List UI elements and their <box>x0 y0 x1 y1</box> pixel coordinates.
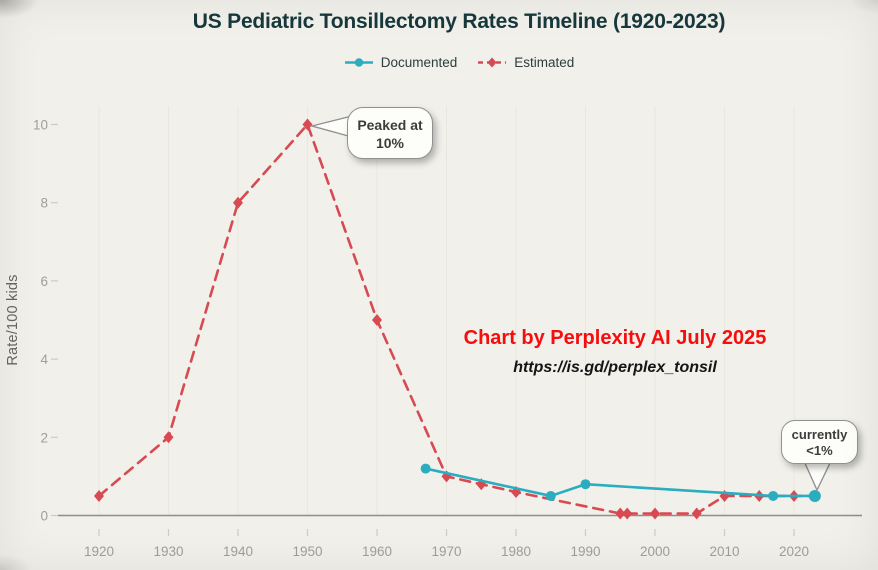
estimated-point <box>650 507 660 520</box>
annotation-current-callout: currently <1% <box>781 420 858 464</box>
annotation-peak-tail <box>309 115 353 138</box>
legend-label-documented: Documented <box>380 55 458 70</box>
x-tick-label: 1980 <box>501 544 531 559</box>
legend-item-documented: Documented <box>344 55 458 70</box>
x-tick-label: 1940 <box>223 544 253 559</box>
estimated-point <box>615 507 626 520</box>
y-axis-title: Rate/100 kids <box>5 274 21 366</box>
estimated-point <box>94 489 104 502</box>
estimated-point <box>372 314 382 326</box>
estimated-line-icon <box>478 57 507 68</box>
x-tick-label: 1930 <box>153 544 183 559</box>
y-tick-label: 2 <box>40 430 48 445</box>
y-tick-label: 8 <box>40 196 48 211</box>
y-tick-label: 0 <box>40 509 48 524</box>
annotation-peak-line1: Peaked at <box>357 117 423 133</box>
estimated-point <box>163 431 174 444</box>
annotation-peak-callout: Peaked at 10% <box>347 107 433 159</box>
annotation-peak-line2: 10% <box>375 135 405 151</box>
documented-point <box>420 463 431 474</box>
credit-text: Chart by Perplexity AI July 2025 <box>463 327 767 349</box>
annotation-current-line2: <1% <box>806 443 833 458</box>
documented-line-icon <box>344 58 373 67</box>
estimated-point <box>622 507 633 520</box>
x-tick-label: 2000 <box>640 544 670 559</box>
estimated-point <box>233 196 243 209</box>
annotation-current-tail <box>802 460 833 492</box>
chart-title: US Pediatric Tonsillectomy Rates Timelin… <box>192 10 726 33</box>
credit-url: https://is.gd/perplex_tonsil <box>513 359 717 376</box>
estimated-point <box>302 118 313 131</box>
documented-point <box>808 489 821 502</box>
documented-point <box>768 490 779 501</box>
annotation-current-line1: currently <box>791 427 848 442</box>
legend: Documented Estimated <box>40 55 878 70</box>
documented-point <box>545 490 556 501</box>
x-tick-label: 1960 <box>362 544 392 559</box>
estimated-point <box>691 507 702 520</box>
x-tick-label: 2010 <box>709 544 739 559</box>
x-tick-label: 1950 <box>292 544 322 559</box>
documented-line <box>424 467 817 498</box>
x-tick-label: 1970 <box>431 544 461 559</box>
x-tick-label: 1920 <box>84 544 114 559</box>
estimated-line <box>97 123 817 515</box>
y-tick-label: 10 <box>33 118 48 133</box>
y-tick-label: 4 <box>40 352 48 367</box>
legend-label-estimated: Estimated <box>514 55 575 70</box>
y-tick-label: 6 <box>40 274 48 289</box>
legend-documented-dot <box>354 58 363 67</box>
legend-estimated-diamond <box>487 57 497 68</box>
x-tick-label: 2020 <box>779 544 809 559</box>
x-tick-label: 1990 <box>570 544 600 559</box>
documented-point <box>580 479 591 490</box>
legend-item-estimated: Estimated <box>477 55 574 70</box>
